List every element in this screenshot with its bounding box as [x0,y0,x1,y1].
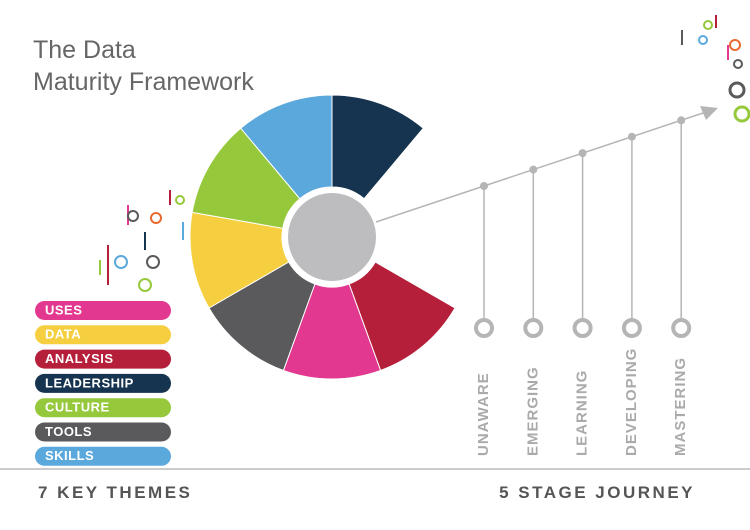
theme-label: USES [45,302,82,317]
journey: UNAWARE EMERGING LEARNING DEVELOPING MASTERI… [375,106,718,456]
stage-dot [677,116,686,125]
theme-pill [35,446,171,466]
theme-label: DATA [45,327,81,342]
theme-label: LEADERSHIP [45,375,134,390]
theme-pill [35,422,171,442]
confetti [99,15,750,292]
ring-segment [331,94,424,200]
stage-label: UNAWARE [475,372,492,456]
stage-label: LEARNING [574,370,591,456]
theme-pill [35,373,171,393]
title-line: Maturity Framework [33,68,254,96]
theme-label: CULTURE [45,400,110,415]
stage-dot [529,165,538,174]
stage-dot [480,182,488,190]
stage-icon [621,318,642,338]
stage-icon [474,318,494,338]
journey-line [375,109,713,223]
theme-pill [35,349,171,369]
theme-ring [189,94,456,380]
ring-center [288,193,376,281]
stage-dot [627,132,636,141]
theme-pill [35,398,171,418]
stage-label: EMERGING [524,366,541,456]
theme-pill [35,325,171,345]
journey-arrow [700,106,718,120]
footer-left: 7 KEY THEMES [38,483,192,502]
theme-label: ANALYSIS [45,351,114,366]
footer-right: 5 STAGE JOURNEY [499,483,695,502]
theme-list: USES DATA ANALYSIS LEADERSHIP CULTURE TOOLS SK… [35,301,171,466]
theme-label: SKILLS [45,448,94,463]
stage-label: MASTERING [672,357,689,456]
title-line: The Data [33,36,136,64]
stage-label: DEVELOPING [623,348,640,456]
stage-icon [523,318,544,338]
stage-icon [572,318,593,338]
stage-dot [578,149,587,158]
theme-label: TOOLS [45,424,92,439]
theme-pill [35,301,171,320]
stage-icon [671,318,692,338]
